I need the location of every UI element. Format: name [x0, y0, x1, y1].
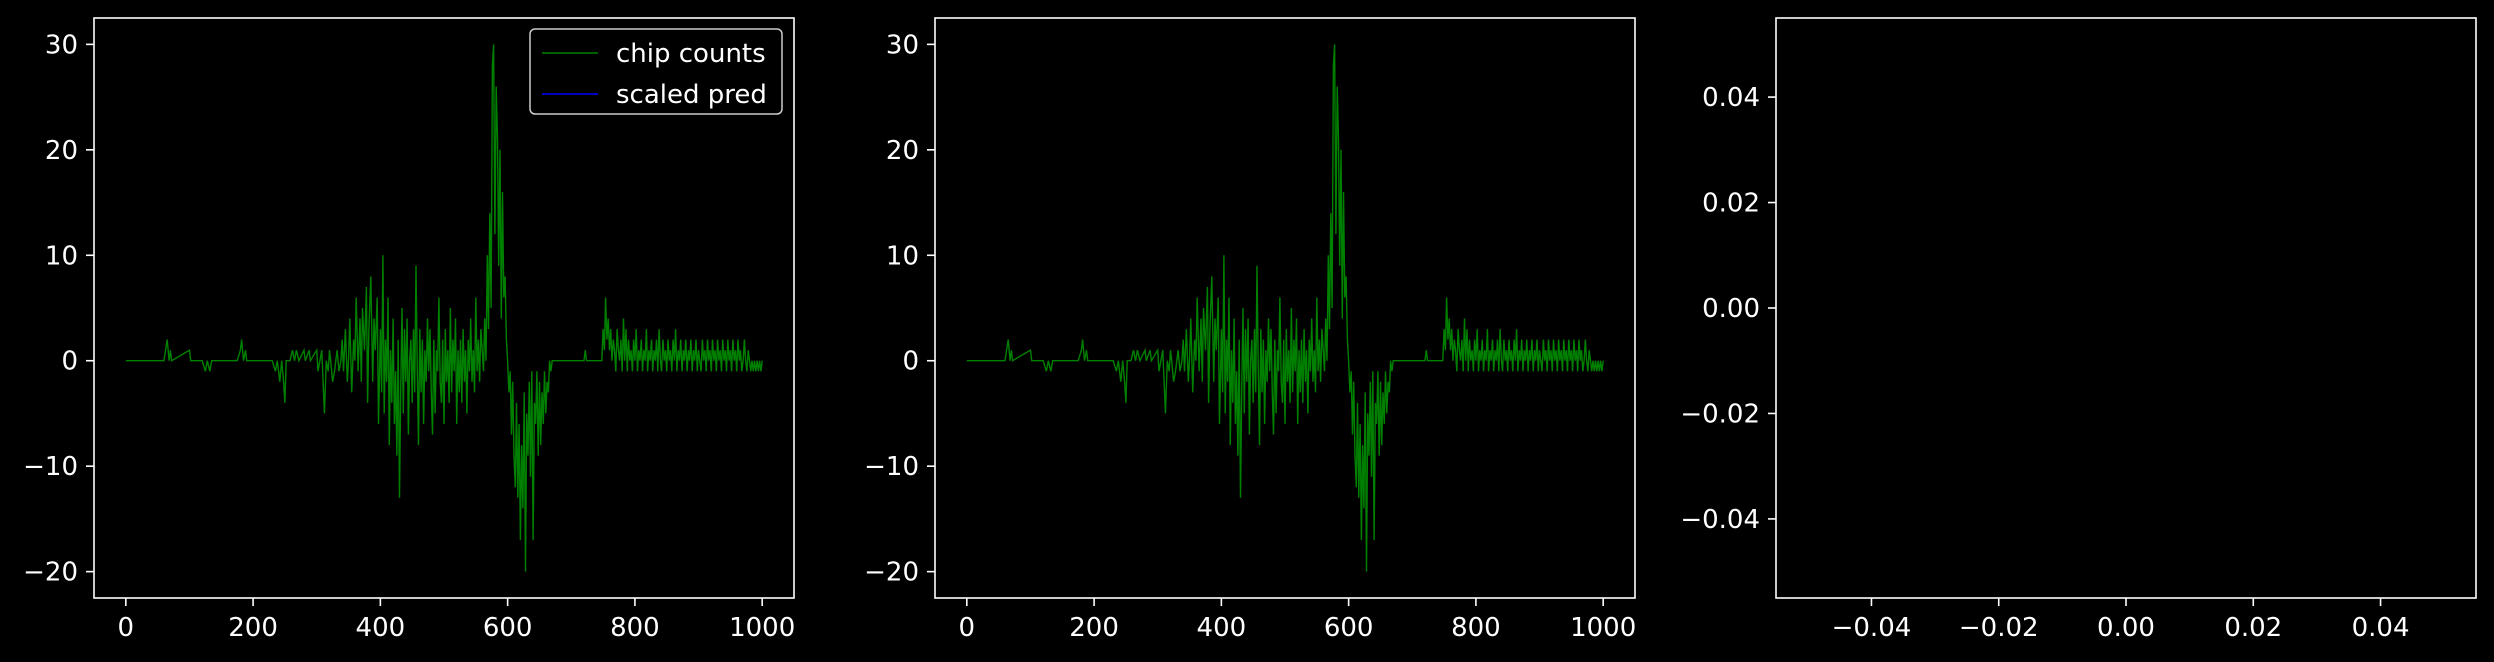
x-tick-label: 0 [118, 613, 135, 643]
x-tick-label: 600 [483, 613, 533, 643]
plot-area-1 [125, 44, 763, 572]
y-tick-label: 0.04 [1702, 83, 1760, 113]
legend-label-scaled-pred: scaled pred [616, 80, 767, 110]
y-axis-1: −20 −10 0 10 20 30 [23, 30, 94, 588]
axes-frame-2 [934, 17, 1636, 599]
x-tick-label: 1000 [729, 613, 795, 643]
legend-box [529, 28, 783, 115]
y-tick-label: 0.02 [1702, 189, 1760, 219]
y-tick-label: 0 [902, 347, 919, 377]
x-tick-label: 800 [1451, 613, 1501, 643]
plot-area-2 [966, 44, 1604, 572]
y-tick-label: 20 [886, 136, 919, 166]
y-tick-label: 30 [45, 30, 78, 60]
x-tick-label: 400 [356, 613, 406, 643]
axes-frame-1 [93, 17, 795, 599]
x-tick-label: 0.00 [2097, 613, 2155, 643]
chart-panel-3: −0.04 −0.02 0.00 0.02 0.04 −0.04 −0.02 0.00 0.0… [1680, 17, 2477, 643]
y-tick-label: 0.00 [1702, 294, 1760, 324]
y-tick-label: −20 [864, 558, 919, 588]
x-tick-label: 0 [959, 613, 976, 643]
y-tick-label: 10 [45, 241, 78, 271]
x-tick-label: 800 [610, 613, 660, 643]
x-tick-label: 200 [1069, 613, 1119, 643]
x-tick-label: 0.04 [2352, 613, 2410, 643]
x-tick-label: 0.02 [2224, 613, 2282, 643]
y-tick-label: 10 [886, 241, 919, 271]
y-tick-label: 0 [61, 347, 78, 377]
chart-panel-2: 0 200 400 600 800 1000 −20 −10 0 10 20 30 [864, 17, 1636, 643]
x-tick-label: 200 [228, 613, 278, 643]
x-tick-label: 600 [1324, 613, 1374, 643]
x-axis-1: 0 200 400 600 800 1000 [118, 598, 795, 643]
y-tick-label: −10 [864, 452, 919, 482]
series-line-chip-counts [966, 44, 1604, 572]
y-tick-label: −0.02 [1680, 399, 1760, 429]
x-axis-3: −0.04 −0.02 0.00 0.02 0.04 [1832, 598, 2410, 643]
x-tick-label: −0.04 [1832, 613, 1912, 643]
series-line-chip-counts [125, 44, 763, 572]
legend: chip counts scaled pred [529, 28, 783, 115]
chart-panel-1: 0 200 400 600 800 1000 −20 −10 0 10 20 30 chip cou… [23, 17, 795, 643]
y-tick-label: 20 [45, 136, 78, 166]
y-axis-2: −20 −10 0 10 20 30 [864, 30, 935, 588]
y-tick-label: −20 [23, 558, 78, 588]
y-tick-label: −10 [23, 452, 78, 482]
x-axis-2: 0 200 400 600 800 1000 [959, 598, 1636, 643]
y-tick-label: 30 [886, 30, 919, 60]
x-tick-label: 1000 [1570, 613, 1636, 643]
x-tick-label: 400 [1197, 613, 1247, 643]
x-tick-label: −0.02 [1959, 613, 2039, 643]
legend-label-chip-counts: chip counts [616, 39, 766, 69]
y-axis-3: −0.04 −0.02 0.00 0.02 0.04 [1680, 83, 1776, 535]
y-tick-label: −0.04 [1680, 505, 1760, 535]
